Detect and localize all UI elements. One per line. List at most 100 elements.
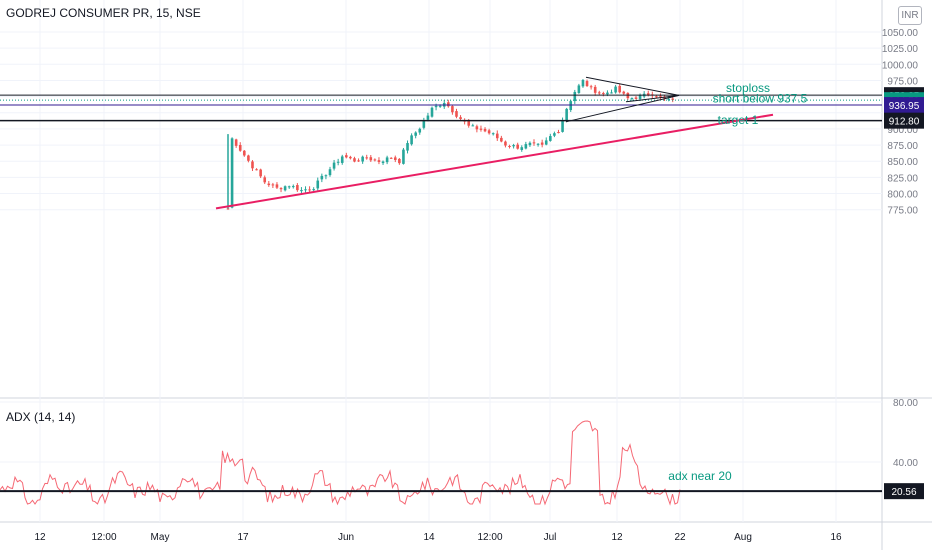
candle-body (361, 156, 364, 162)
candle-body (263, 177, 267, 183)
x-tick-label: 12:00 (477, 532, 502, 543)
adx-tick-label: 80.00 (893, 398, 918, 409)
candle-body (532, 142, 536, 144)
candle-body (389, 157, 393, 159)
candle-body (602, 93, 605, 95)
candle-body (287, 186, 291, 188)
candle-body (332, 162, 336, 169)
candle-body (300, 190, 303, 192)
ascending-trendline (215, 113, 774, 210)
candle-body (487, 130, 491, 134)
candle-body (671, 98, 675, 100)
candle-body (573, 91, 577, 102)
x-tick-label: 14 (423, 532, 435, 543)
price-label: 936.95 (889, 101, 920, 112)
x-tick-label: 12:00 (91, 532, 116, 543)
candle-body (581, 80, 585, 87)
candle-body (638, 95, 642, 99)
candle-body (471, 125, 475, 127)
candle-body (597, 92, 601, 94)
price-label-box (884, 112, 924, 129)
x-tick-label: 16 (830, 532, 842, 543)
price-label-box (884, 97, 924, 114)
chart-annotation: target 1 (718, 113, 759, 127)
y-tick-label: 850.00 (887, 157, 918, 168)
candle-body (577, 85, 581, 93)
candle-body (606, 92, 609, 95)
candle-body (483, 128, 487, 132)
candle-body (422, 120, 426, 128)
candles (226, 79, 675, 210)
x-tick-label: Aug (734, 532, 752, 543)
candle-body (467, 121, 471, 126)
candle-body (271, 184, 275, 186)
candle-body (585, 81, 589, 87)
x-tick-label: Jun (338, 532, 354, 543)
candle-body (447, 102, 450, 107)
candle-body (312, 189, 315, 191)
candle-body (398, 158, 401, 164)
candle-body (618, 85, 621, 93)
candle-body (655, 96, 658, 98)
candle-body (259, 169, 262, 177)
candle-body (426, 115, 430, 120)
candle-body (410, 135, 413, 145)
candle-body (267, 183, 271, 186)
y-tick-label: 1000.00 (882, 60, 919, 71)
candle-body (230, 138, 234, 208)
chart-annotation: stoploss (726, 81, 770, 95)
candle-body (369, 157, 373, 161)
candle-body (561, 120, 564, 132)
candle-body (549, 136, 552, 141)
indicator-title: ADX (14, 14) (6, 410, 76, 424)
candle-body (508, 146, 511, 148)
candle-body (345, 155, 348, 158)
candle-body (243, 150, 246, 156)
chart-annotation: short below 937.5 (713, 91, 808, 105)
candle-body (353, 158, 356, 162)
candle-body (316, 180, 320, 189)
x-tick-label: 17 (237, 532, 249, 543)
candle-body (630, 98, 634, 100)
candle-body (283, 186, 287, 191)
candle-body (593, 86, 597, 93)
chart-title: GODREJ CONSUMER PR, 15, NSE (6, 6, 201, 20)
candle-body (524, 144, 528, 149)
candle-body (291, 186, 295, 188)
y-tick-label: 1050.00 (882, 28, 919, 39)
candle-body (504, 141, 507, 146)
candle-body (328, 169, 332, 176)
triangle-lower-edge (625, 94, 680, 103)
candle-body (667, 98, 670, 100)
candle-body (304, 189, 307, 191)
candle-body (622, 91, 626, 94)
candle-body (402, 149, 405, 164)
candle-body (528, 142, 532, 146)
candle-body (479, 128, 483, 130)
candle-body (430, 107, 434, 117)
candle-body (659, 95, 662, 97)
candle-body (226, 208, 230, 210)
y-tick-label: 975.00 (887, 76, 918, 87)
candle-body (589, 86, 593, 88)
candle-body (646, 93, 650, 96)
currency-button[interactable]: INR (898, 6, 922, 25)
adx-tick-label: 40.00 (893, 458, 918, 469)
candle-body (544, 140, 548, 145)
x-tick-label: 12 (611, 532, 623, 543)
candle-body (406, 143, 409, 151)
adx-price-label: 20.56 (891, 487, 916, 498)
candle-body (234, 139, 238, 146)
candle-body (251, 161, 254, 169)
candle-body (373, 159, 377, 161)
candle-body (324, 175, 328, 177)
candle-body (475, 126, 479, 130)
candle-body (540, 142, 544, 145)
y-tick-label: 1025.00 (882, 44, 919, 55)
candle-body (418, 128, 422, 133)
candle-body (634, 97, 638, 99)
candle-body (308, 189, 311, 191)
candle-body (451, 106, 454, 113)
